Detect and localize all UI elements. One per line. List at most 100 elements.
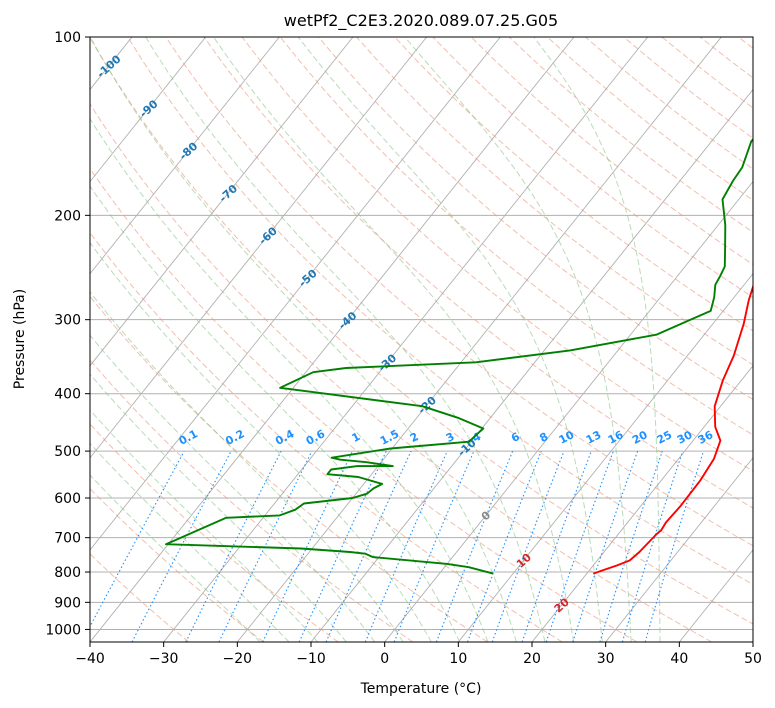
x-axis-label: Temperature (°C) — [360, 681, 482, 697]
dry-adiabat — [203, 37, 753, 509]
mixing-ratio-label: 25 — [655, 428, 675, 447]
moist-adiabat — [90, 117, 489, 642]
mixing-ratio-line — [521, 450, 592, 642]
mixing-ratio-line — [325, 450, 412, 642]
dry-adiabat — [508, 37, 753, 233]
dry-adiabat — [90, 167, 638, 642]
y-tick-label: 200 — [54, 208, 81, 224]
mixing-ratio-line — [262, 450, 353, 642]
isotherm-line — [90, 37, 207, 183]
isotherm-line — [752, 641, 753, 642]
chart-title: wetPf2_C2E3.2020.089.07.25.G05 — [284, 11, 558, 31]
moist-adiabat — [297, 37, 603, 642]
dry-adiabats — [90, 37, 753, 642]
mixing-ratio-line — [621, 450, 684, 642]
dry-adiabat — [90, 553, 190, 642]
mixing-ratio-label: 0.6 — [304, 427, 328, 448]
moist-adiabat — [533, 37, 661, 642]
mixing-ratio-line — [545, 450, 614, 642]
isotherm-line — [90, 37, 428, 459]
x-tick-label: 0 — [380, 651, 389, 667]
x-tick-label: −20 — [223, 651, 253, 667]
y-tick-label: 1000 — [45, 622, 81, 638]
dry-adiabat — [699, 37, 753, 79]
y-tick-label: 300 — [54, 313, 81, 329]
isotherm-line — [678, 549, 753, 642]
mixing-ratio-line — [491, 450, 565, 642]
isotherm-label: -100 — [94, 52, 123, 80]
mixing-ratio-line — [435, 450, 514, 642]
mixing-ratio-label: 30 — [675, 428, 695, 447]
dry-adiabat — [90, 359, 414, 642]
x-tick-label: 30 — [597, 651, 615, 667]
mixing-ratio-lines — [90, 450, 705, 642]
isotherm-label: 30 — [590, 640, 610, 660]
mixing-ratio-label: 13 — [584, 428, 604, 447]
dry-adiabat — [356, 37, 753, 366]
mixing-ratio-label: 10 — [557, 428, 577, 447]
dry-adiabat — [127, 37, 753, 586]
moist-adiabat — [90, 474, 261, 642]
dry-adiabat — [165, 37, 753, 547]
mixing-ratio-line — [185, 450, 282, 642]
y-tick-label: 700 — [54, 531, 81, 547]
moist-adiabat — [90, 185, 461, 642]
mixing-ratio-label: 36 — [696, 428, 716, 447]
dry-adiabat — [432, 37, 753, 298]
moist-adiabat — [90, 37, 517, 642]
mixing-ratio-line — [364, 450, 448, 642]
isotherm-line — [310, 88, 753, 642]
x-tick-label: 40 — [670, 651, 688, 667]
y-axis-ticks: 1000 900 800 700 600 500 400 300 200 100 — [45, 30, 90, 638]
x-tick-label: −30 — [149, 651, 179, 667]
x-tick-label: 50 — [744, 651, 762, 667]
dry-adiabat — [90, 487, 264, 642]
isotherm-line — [236, 37, 722, 642]
temperature-profile — [592, 283, 753, 575]
moist-adiabat — [90, 373, 347, 642]
dry-adiabat — [318, 37, 753, 401]
y-tick-label: 900 — [54, 595, 81, 611]
mixing-ratio-label: 0.2 — [223, 427, 246, 448]
dry-adiabat — [90, 295, 488, 642]
mixing-ratio-line — [644, 450, 705, 642]
dry-adiabat — [737, 37, 753, 49]
mixing-ratio-labels: 0.1 0.2 0.4 0.6 1 1.5 2 3 4 6 8 10 13 16 20 25 30 36 — [177, 427, 716, 448]
isotherm-label: 10 — [514, 551, 534, 571]
x-tick-label: 20 — [523, 651, 541, 667]
isotherm-label: -40 — [336, 309, 360, 332]
dry-adiabat — [585, 37, 753, 170]
isotherm-label: -30 — [376, 351, 400, 374]
moist-adiabat — [213, 37, 575, 642]
x-tick-label: 10 — [449, 651, 467, 667]
y-tick-label: 800 — [54, 565, 81, 581]
x-axis-ticks: −40 −30 −20 −10 0 10 20 30 40 50 — [75, 642, 762, 667]
isotherm-label: -60 — [256, 224, 280, 247]
moist-adiabat — [404, 37, 632, 642]
plot-area: -100-90-80-70-60-50-40-30-20-10010203040… — [90, 37, 753, 705]
pressure-gridlines — [90, 37, 753, 630]
mixing-ratio-line — [466, 450, 542, 642]
mixing-ratio-label: 1 — [350, 430, 363, 445]
dry-adiabat — [90, 103, 712, 642]
moist-adiabat — [90, 334, 376, 642]
y-axis-label: Pressure (hPa) — [12, 289, 28, 389]
x-tick-label: −10 — [296, 651, 326, 667]
isotherm-line — [90, 37, 354, 367]
y-tick-label: 400 — [54, 387, 81, 403]
dry-adiabat — [90, 231, 563, 642]
dry-adiabat — [394, 37, 753, 332]
mixing-ratio-label: 16 — [606, 428, 626, 447]
y-tick-label: 600 — [54, 491, 81, 507]
mixing-ratio-label: 0.1 — [177, 427, 200, 448]
moist-adiabats — [90, 37, 661, 642]
isotherm-line — [163, 37, 649, 642]
mixing-ratio-label: 1.5 — [378, 427, 401, 448]
isotherm-label: 40 — [627, 685, 647, 705]
mixing-ratio-line — [393, 450, 475, 642]
dry-adiabat — [547, 37, 753, 201]
dry-adiabat — [279, 37, 753, 436]
isotherm-line — [90, 37, 280, 275]
mixing-ratio-line — [572, 450, 639, 642]
y-tick-label: 500 — [54, 444, 81, 460]
